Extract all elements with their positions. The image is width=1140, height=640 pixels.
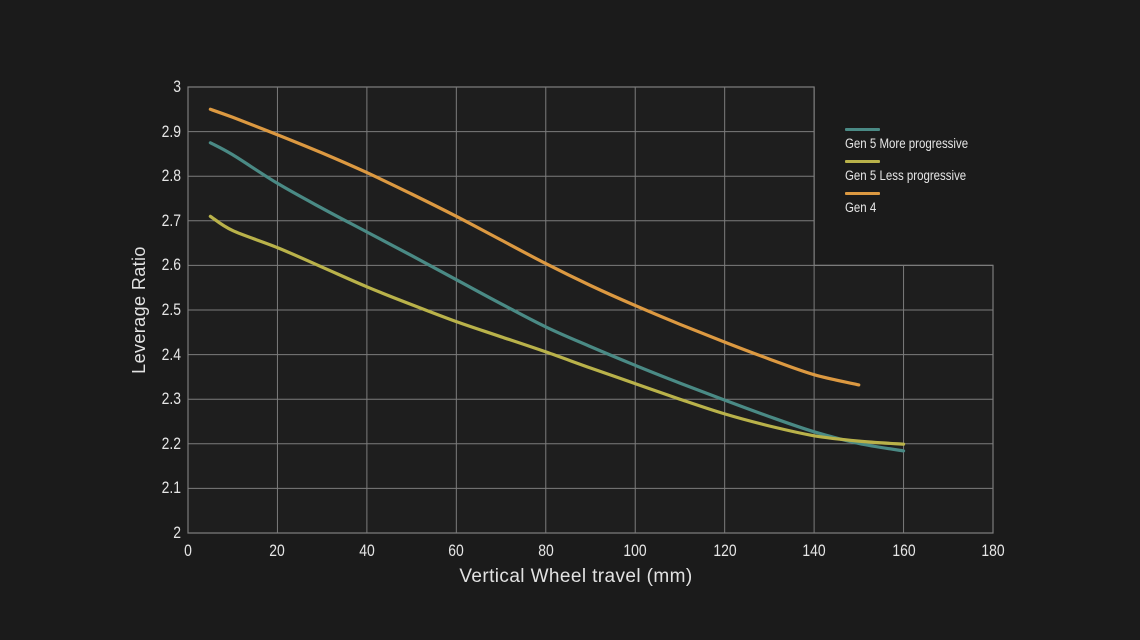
plot-area-border xyxy=(187,86,994,534)
x-tick-label-60: 60 xyxy=(448,541,465,560)
legend-swatch-gen-4 xyxy=(845,192,880,195)
x-tick-label-140: 140 xyxy=(802,541,826,560)
x-tick-label-180: 180 xyxy=(981,541,1005,560)
y-tick-label-2-5: 2.5 xyxy=(161,300,181,319)
series-line-gen-5-less-progressive xyxy=(208,214,906,446)
x-tick-label-40: 40 xyxy=(359,541,375,560)
legend: Gen 5 More progressive Gen 5 Less progre… xyxy=(845,128,990,224)
legend-item-gen-5-more-progressive: Gen 5 More progressive xyxy=(845,128,990,153)
legend-swatch-gen-5-less-progressive xyxy=(845,160,880,163)
x-tick-label-80: 80 xyxy=(538,541,554,560)
x-tick-label-120: 120 xyxy=(713,541,737,560)
y-tick-label-2-3: 2.3 xyxy=(161,389,181,409)
legend-label-gen-4: Gen 4 xyxy=(845,200,877,215)
legend-label-gen-5-more-progressive: Gen 5 More progressive xyxy=(845,136,969,151)
y-tick-label-2-1: 2.1 xyxy=(161,478,181,498)
y-tick-label-3: 3 xyxy=(173,77,181,96)
y-tick-label-2-6: 2.6 xyxy=(161,255,181,275)
x-tick-label-100: 100 xyxy=(623,541,647,560)
y-tick-label-2-9: 2.9 xyxy=(161,121,181,141)
legend-label-gen-5-less-progressive: Gen 5 Less progressive xyxy=(845,168,967,183)
x-axis-title: Vertical Wheel travel (mm) xyxy=(459,566,693,587)
y-tick-label-2-4: 2.4 xyxy=(161,344,181,364)
series-line-gen-5-more-progressive xyxy=(208,141,906,453)
x-tick-label-0: 0 xyxy=(184,541,192,560)
legend-swatch-gen-5-more-progressive xyxy=(845,128,880,131)
y-axis-title: Leverage Ratio xyxy=(129,246,149,374)
y-tick-label-2-2: 2.2 xyxy=(161,433,181,453)
legend-item-gen-4: Gen 4 xyxy=(845,192,990,217)
y-tick-label-2-7: 2.7 xyxy=(161,210,181,230)
x-tick-label-20: 20 xyxy=(269,541,286,560)
y-tick-label-2-8: 2.8 xyxy=(161,166,181,186)
y-tick-label-2: 2 xyxy=(173,523,181,542)
series-line-gen-4 xyxy=(208,107,861,387)
x-tick-label-160: 160 xyxy=(891,541,916,560)
legend-item-gen-5-less-progressive: Gen 5 Less progressive xyxy=(845,160,990,185)
